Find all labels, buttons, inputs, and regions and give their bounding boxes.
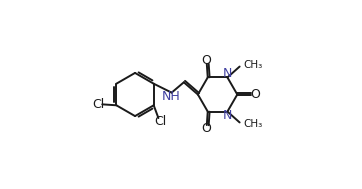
Text: Cl: Cl [92,98,104,111]
Text: O: O [201,54,211,67]
Text: CH₃: CH₃ [244,119,263,129]
Text: O: O [201,122,211,135]
Text: NH: NH [161,90,180,103]
Text: N: N [223,67,232,80]
Text: Cl: Cl [154,115,166,128]
Text: O: O [250,88,260,101]
Text: CH₃: CH₃ [244,60,263,70]
Text: N: N [223,109,232,122]
